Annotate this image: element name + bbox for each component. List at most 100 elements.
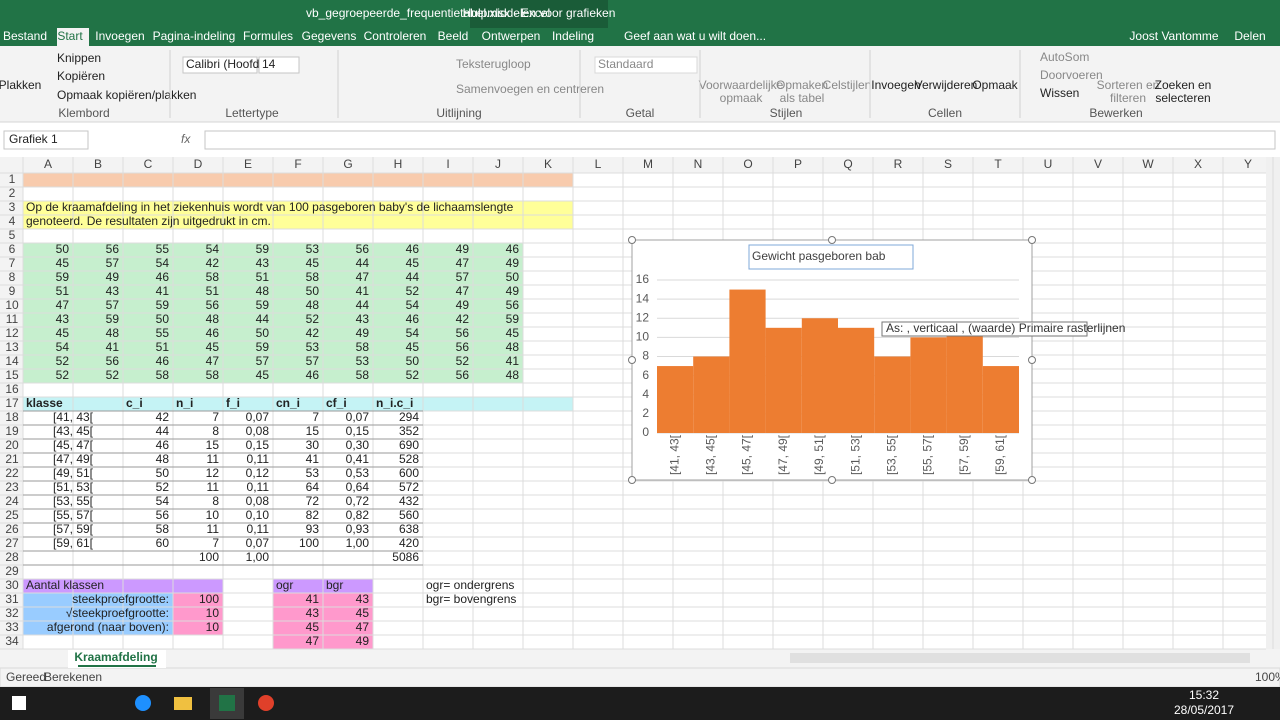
explorer-icon[interactable]: [174, 697, 192, 710]
cell-value: 52: [56, 368, 70, 382]
table-header: c_i: [126, 396, 143, 410]
y-tick-label: 12: [636, 310, 650, 324]
cell-value: 46: [156, 270, 170, 284]
resize-handle[interactable]: [1028, 236, 1036, 244]
ribbon-button: als tabel: [780, 91, 825, 105]
cell-value: [49, 51[: [53, 466, 94, 480]
bar: [801, 318, 838, 433]
cell-value: 50: [156, 466, 170, 480]
ribbon-tab[interactable]: Invoegen: [95, 29, 144, 43]
resize-handle[interactable]: [628, 476, 636, 484]
cell-value: 100: [199, 592, 219, 606]
cell-value: 52: [156, 480, 170, 494]
cell-value: 49: [456, 242, 470, 256]
ribbon-tab[interactable]: Bestand: [3, 29, 47, 43]
cell-value: 0,07: [346, 410, 370, 424]
ribbon-tab[interactable]: Beeld: [438, 29, 469, 43]
edge-icon[interactable]: [135, 695, 151, 711]
cell-text: steekproefgrootte:: [72, 592, 169, 606]
ribbon-button: opmaak: [720, 91, 764, 105]
clock-time: 15:32: [1189, 688, 1219, 702]
ribbon-tab[interactable]: Indeling: [552, 29, 594, 43]
table-header: f_i: [226, 396, 240, 410]
app-icon[interactable]: [258, 695, 274, 711]
row-header: 31: [5, 592, 19, 606]
cell-value: 47: [456, 256, 470, 270]
ribbon-button: AutoSom: [1040, 50, 1089, 64]
cell-value: 57: [256, 354, 270, 368]
column-header-bar: [0, 157, 1266, 173]
ribbon-tab[interactable]: Controleren: [364, 29, 427, 43]
cell-value: 43: [306, 606, 320, 620]
row-header: 25: [5, 508, 19, 522]
resize-handle[interactable]: [1028, 356, 1036, 364]
formula-input[interactable]: [204, 130, 1276, 150]
cell-value: 53: [356, 354, 370, 368]
excel-icon[interactable]: [219, 695, 235, 711]
cell-value: 54: [406, 298, 420, 312]
cell-value: 0,53: [346, 466, 370, 480]
row-header: 16: [5, 382, 19, 396]
ribbon-tab[interactable]: Gegevens: [302, 29, 357, 43]
ribbon-tab[interactable]: Pagina-indeling: [153, 29, 236, 43]
column-header: I: [446, 157, 449, 171]
column-header: J: [495, 157, 501, 171]
ribbon-button: Plakken: [0, 78, 41, 92]
column-header: K: [544, 157, 552, 171]
ribbon-tab[interactable]: Formules: [243, 29, 293, 43]
cell-value: [53, 55[: [53, 494, 94, 508]
cell-value: 7: [212, 410, 219, 424]
cell-value: 0,07: [246, 536, 270, 550]
cell-value: 7: [312, 410, 319, 424]
title-bar: [0, 0, 1280, 46]
sheet-tab-label[interactable]: Kraamafdeling: [74, 650, 157, 664]
cell-value: 12: [206, 466, 220, 480]
cell-value: 46: [406, 312, 420, 326]
cell-value: 0,64: [346, 480, 370, 494]
cell-value: 10: [206, 508, 220, 522]
cell-value: 52: [456, 354, 470, 368]
ribbon-tab[interactable]: Ontwerpen: [482, 29, 541, 43]
cell-value: 47: [206, 354, 220, 368]
resize-handle[interactable]: [828, 236, 836, 244]
cell-value: 48: [256, 284, 270, 298]
cell-value: 0,08: [246, 424, 270, 438]
cell-value: 56: [506, 298, 520, 312]
cell-value: 56: [206, 298, 220, 312]
row-header: 20: [5, 438, 19, 452]
cell-value: 41: [306, 592, 320, 606]
name-box[interactable]: [3, 130, 89, 150]
resize-handle[interactable]: [628, 356, 636, 364]
cell-text: afgerond (naar boven):: [47, 620, 169, 634]
cell-value: [57, 59[: [53, 522, 94, 536]
cell-value: 45: [406, 340, 420, 354]
y-tick-label: 0: [642, 425, 649, 439]
cell-value: 52: [406, 284, 420, 298]
cell-value: 53: [306, 466, 320, 480]
row-header: 19: [5, 424, 19, 438]
x-tick-label: [45, 47[: [740, 434, 754, 475]
cell-value: 50: [506, 270, 520, 284]
column-header: L: [595, 157, 602, 171]
x-tick-label: [51, 53[: [848, 434, 862, 475]
active-tab-bg[interactable]: [57, 28, 89, 46]
column-header: E: [244, 157, 252, 171]
row-header: 32: [5, 606, 19, 620]
column-header: M: [643, 157, 653, 171]
cell-value: 50: [56, 242, 70, 256]
resize-handle[interactable]: [828, 476, 836, 484]
resize-handle[interactable]: [628, 236, 636, 244]
chart-title: Gewicht pasgeboren bab: [752, 249, 886, 263]
row-header: 4: [9, 214, 16, 228]
tooltip-box: [881, 321, 1088, 337]
start-button[interactable]: [12, 696, 26, 710]
cell-value: 45: [56, 256, 70, 270]
horizontal-scrollbar[interactable]: [790, 653, 1250, 663]
column-header: H: [394, 157, 403, 171]
cell-text: bgr: [326, 578, 343, 592]
column-header: A: [44, 157, 52, 171]
sheet-tab[interactable]: [68, 650, 166, 668]
size-box: [258, 56, 300, 74]
resize-handle[interactable]: [1028, 476, 1036, 484]
ribbon-tab[interactable]: Start: [57, 29, 83, 43]
